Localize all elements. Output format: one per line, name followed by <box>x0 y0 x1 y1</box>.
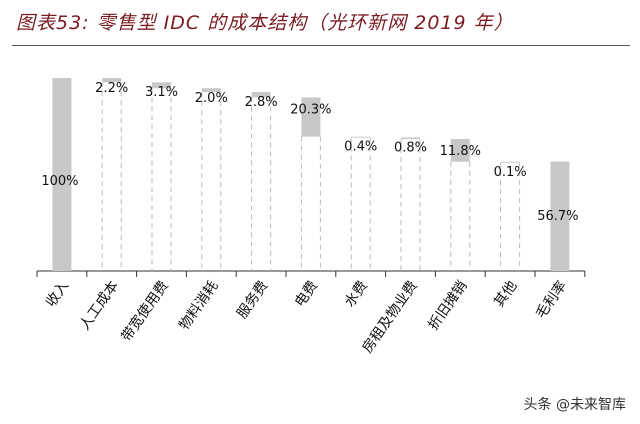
data-label: 100% <box>41 174 78 189</box>
bar-0 <box>52 78 72 271</box>
x-tick-label: 折旧摊销 <box>425 278 470 333</box>
bar-10 <box>550 161 570 271</box>
bar-5 <box>301 97 321 137</box>
bar-6 <box>351 136 371 138</box>
x-tick-label: 水费 <box>342 278 371 310</box>
title-divider <box>12 45 630 46</box>
bar-8 <box>450 138 470 162</box>
x-tick-label: 物料消耗 <box>176 278 221 333</box>
data-label: 2.0% <box>195 91 228 106</box>
data-label: 0.1% <box>494 165 527 180</box>
data-label: 20.3% <box>290 102 331 117</box>
bar-7 <box>401 137 420 139</box>
data-label: 2.8% <box>245 95 278 110</box>
x-tick-label: 其他 <box>491 278 520 310</box>
data-label: 3.1% <box>145 85 178 100</box>
bar-9 <box>500 161 520 163</box>
bar-4 <box>251 92 271 98</box>
chart-title: 图表53: 零售型 IDC 的成本结构（光环新网 2019 年） <box>16 12 514 34</box>
x-tick-label: 带宽使用费 <box>118 278 172 345</box>
data-label: 11.8% <box>440 144 481 159</box>
watermark: 头条 @未来智库 <box>523 397 626 413</box>
data-label: 0.8% <box>394 140 427 155</box>
data-label: 2.2% <box>95 81 128 96</box>
data-label: 0.4% <box>344 140 377 155</box>
x-tick-label: 毛利率 <box>532 278 570 322</box>
x-tick-label: 服务费 <box>234 278 271 322</box>
x-tick-label: 电费 <box>292 278 321 310</box>
x-tick-label: 人工成本 <box>77 278 122 333</box>
x-tick-label: 收入 <box>43 278 72 310</box>
bar-2 <box>152 82 171 89</box>
data-label: 56.7% <box>537 209 578 224</box>
bar-3 <box>201 88 221 93</box>
bar-1 <box>102 78 122 83</box>
